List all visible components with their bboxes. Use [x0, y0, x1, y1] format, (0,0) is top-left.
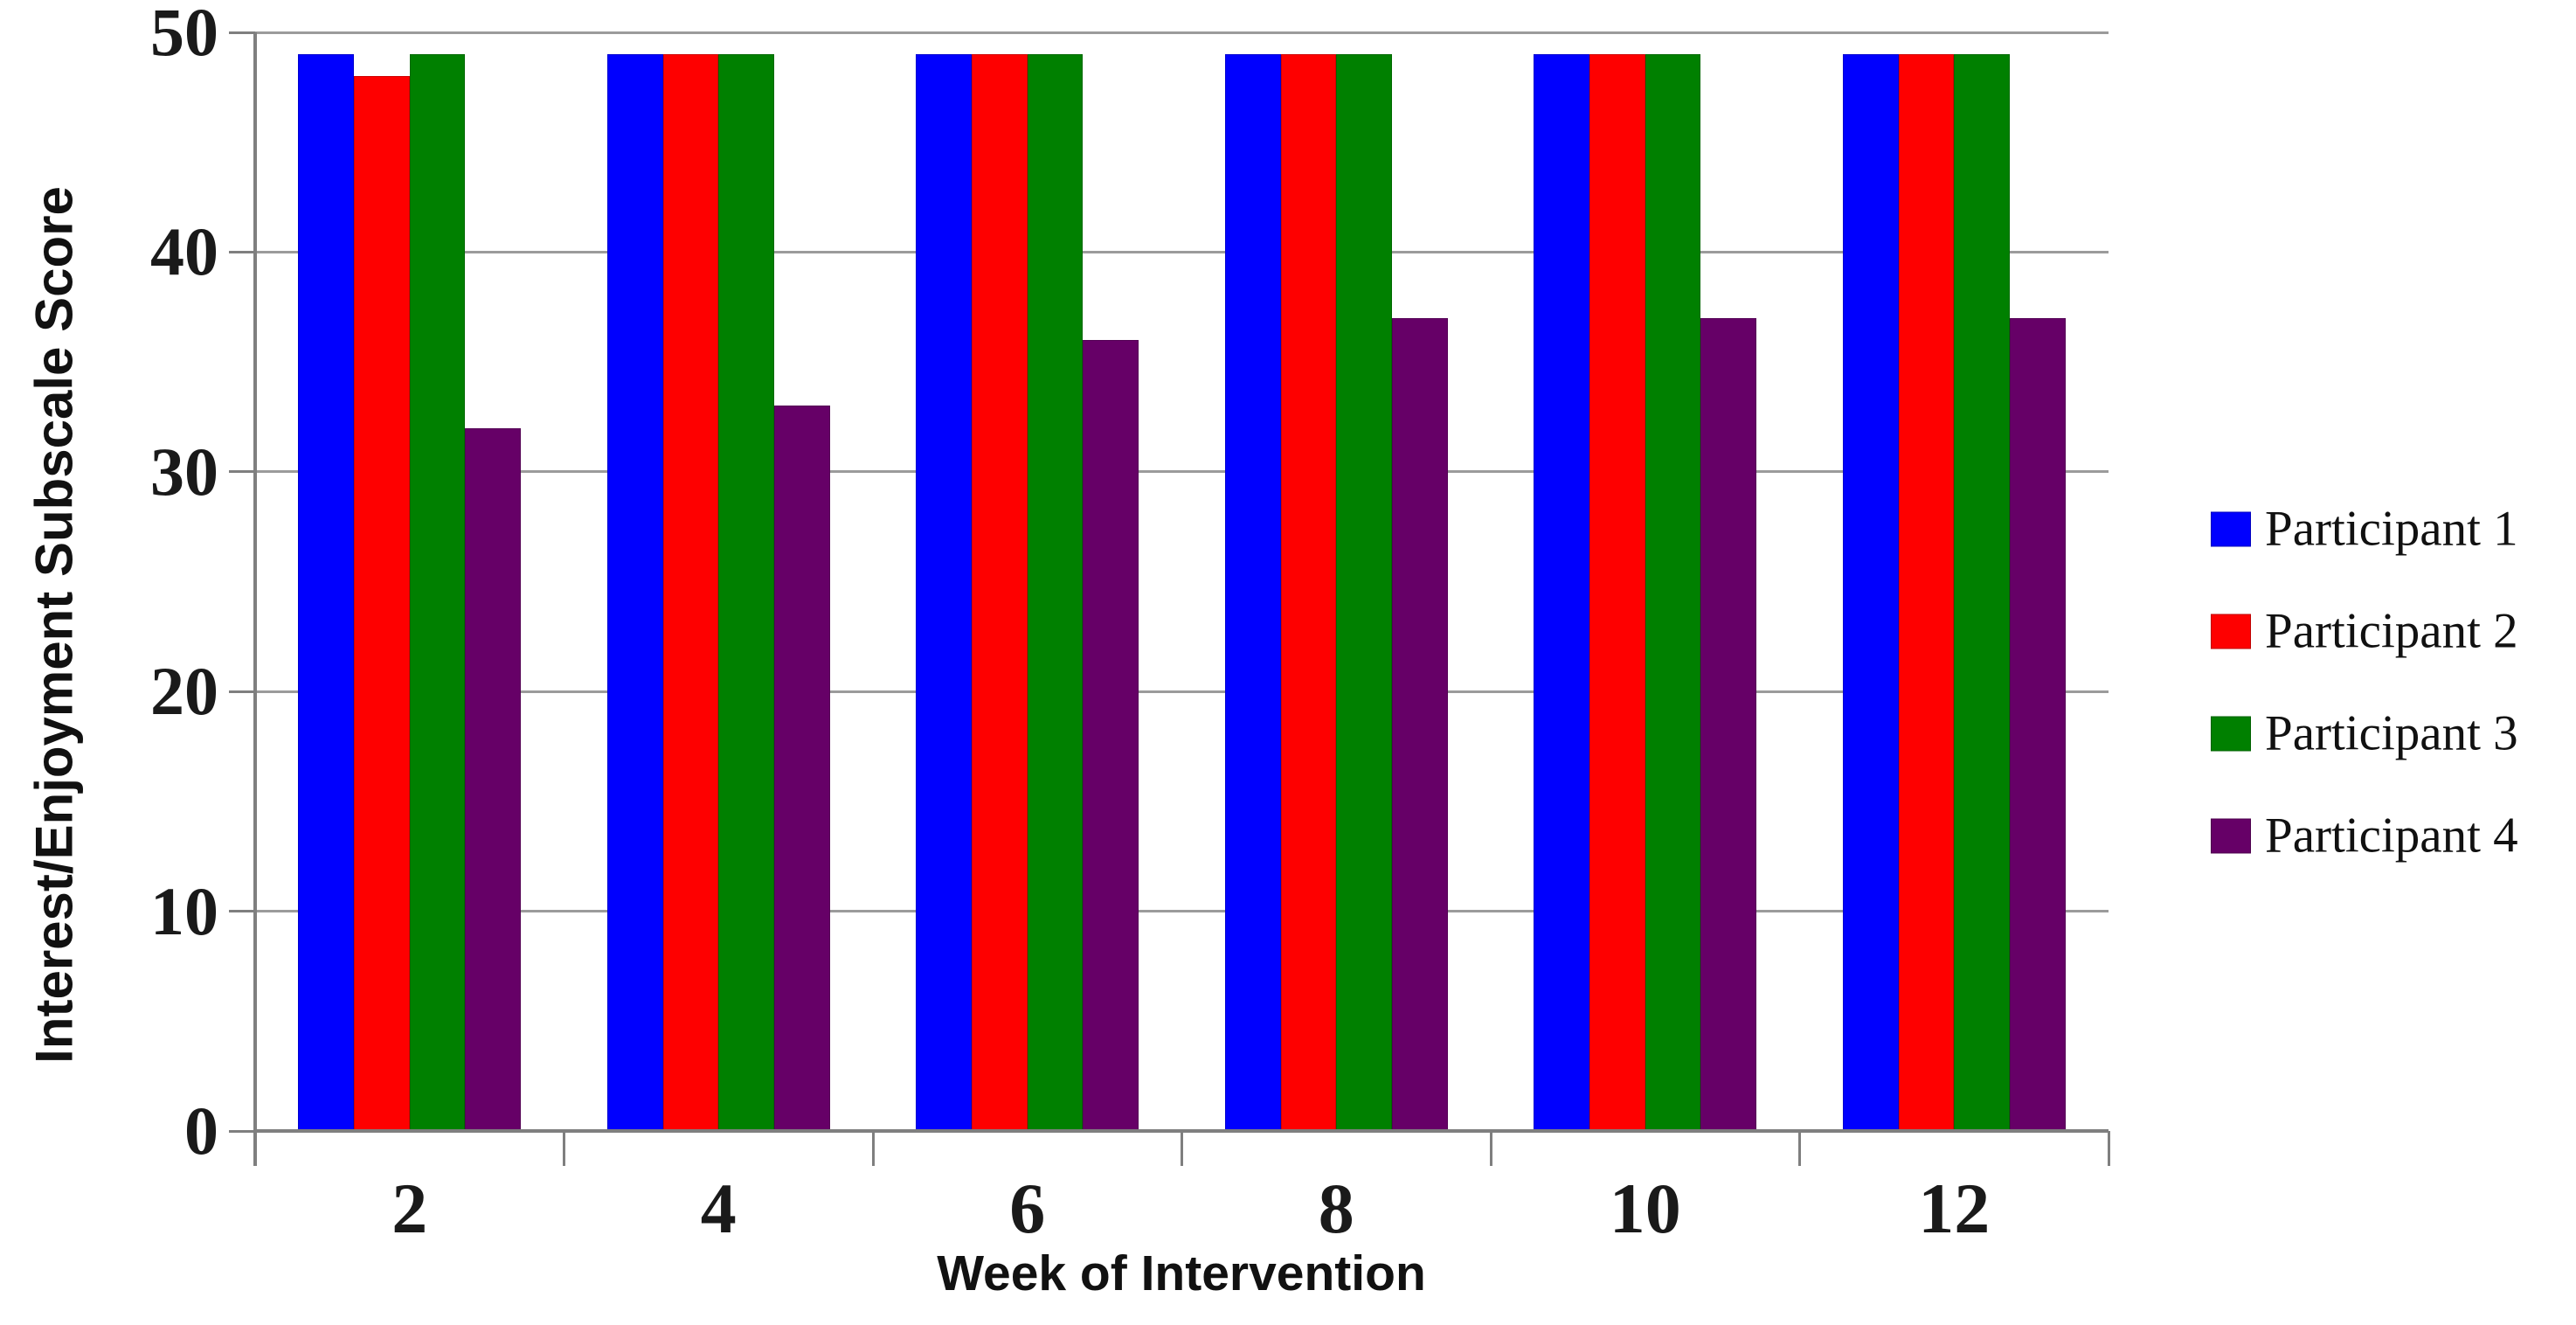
gridline-y-10 [255, 910, 2109, 913]
x-axis-tick [1798, 1131, 1801, 1166]
bar-participant-3-week-2 [409, 54, 466, 1131]
y-axis-line [253, 32, 257, 1166]
gridline-y-40 [255, 250, 2109, 253]
gridline-y-30 [255, 470, 2109, 474]
bar-participant-3-week-10 [1645, 54, 1701, 1131]
x-axis-tick [563, 1131, 565, 1166]
y-axis-tick [229, 31, 255, 34]
bar-group-week-2 [255, 32, 564, 1131]
bar-participant-1-week-10 [1534, 54, 1590, 1131]
bar-group-week-4 [564, 32, 874, 1131]
x-axis-tick [253, 1131, 257, 1166]
bar-participant-3-week-12 [1954, 54, 2010, 1131]
bar-participant-4-week-2 [465, 427, 521, 1131]
x-tick-label-8: 8 [1318, 1169, 1354, 1248]
legend-label: Participant 3 [2265, 705, 2518, 761]
bar-participant-2-week-6 [972, 54, 1028, 1131]
bar-participant-2-week-4 [662, 54, 719, 1131]
legend-label: Participant 1 [2265, 501, 2518, 557]
x-axis-title: Week of Intervention [937, 1245, 1426, 1301]
x-tick-label-6: 6 [1009, 1169, 1046, 1248]
y-tick-label-20: 20 [150, 653, 218, 730]
bar-participant-2-week-8 [1280, 54, 1337, 1131]
gridline-y-50 [255, 31, 2109, 34]
x-axis-tick [1489, 1131, 1492, 1166]
bar-participant-3-week-4 [718, 54, 774, 1131]
gridline-y-20 [255, 690, 2109, 693]
bar-participant-4-week-12 [2009, 317, 2066, 1131]
y-tick-label-50: 50 [150, 0, 218, 70]
bar-group-week-6 [873, 32, 1182, 1131]
bar-group-week-8 [1182, 32, 1492, 1131]
x-tick-label-10: 10 [1609, 1169, 1681, 1248]
bar-participant-2-week-2 [354, 76, 410, 1131]
bar-participant-1-week-4 [606, 54, 663, 1131]
y-axis-tick [229, 470, 255, 474]
x-tick-label-2: 2 [391, 1169, 428, 1248]
bar-participant-2-week-12 [1898, 54, 1955, 1131]
bar-group-week-12 [1800, 32, 2109, 1131]
legend-item-participant-2: Participant 2 [2211, 603, 2518, 660]
legend-swatch-icon [2211, 511, 2251, 546]
x-tick-label-12: 12 [1918, 1169, 1991, 1248]
legend-swatch-icon [2211, 818, 2251, 853]
legend-item-participant-4: Participant 4 [2211, 808, 2518, 864]
legend-item-participant-1: Participant 1 [2211, 501, 2518, 558]
bar-participant-3-week-8 [1336, 54, 1392, 1131]
bar-participant-4-week-4 [773, 406, 830, 1131]
bar-participant-2-week-10 [1589, 54, 1645, 1131]
legend-item-participant-3: Participant 3 [2211, 705, 2518, 762]
plot-area [229, 31, 2110, 1166]
bar-participant-1-week-12 [1842, 54, 1899, 1131]
bar-participant-1-week-8 [1224, 54, 1281, 1131]
legend-label: Participant 4 [2265, 808, 2518, 864]
bar-participant-1-week-2 [298, 54, 355, 1131]
bar-participant-4-week-10 [1700, 317, 1756, 1131]
legend-label: Participant 2 [2265, 603, 2518, 659]
bar-group-week-10 [1491, 32, 1800, 1131]
y-axis-tick [229, 250, 255, 253]
x-tick-label-4: 4 [700, 1169, 737, 1248]
y-axis-tick [229, 910, 255, 913]
legend-swatch-icon [2211, 716, 2251, 751]
y-axis-tick [229, 690, 255, 693]
y-tick-label-0: 0 [184, 1093, 218, 1169]
bar-participant-4-week-6 [1083, 339, 1139, 1131]
y-tick-label-30: 30 [150, 433, 218, 510]
bar-participant-3-week-6 [1027, 54, 1084, 1131]
legend-swatch-icon [2211, 614, 2251, 649]
y-tick-label-10: 10 [150, 872, 218, 949]
x-axis-tick [2107, 1131, 2110, 1166]
y-tick-label-40: 40 [150, 213, 218, 290]
x-axis-tick [1181, 1131, 1183, 1166]
y-axis-tick [229, 1129, 255, 1133]
bar-participant-4-week-8 [1391, 317, 1448, 1131]
bar-participant-1-week-6 [916, 54, 973, 1131]
x-axis-tick [871, 1131, 875, 1166]
legend: Participant 1 Participant 2 Participant 3 P… [2211, 0, 2576, 1325]
